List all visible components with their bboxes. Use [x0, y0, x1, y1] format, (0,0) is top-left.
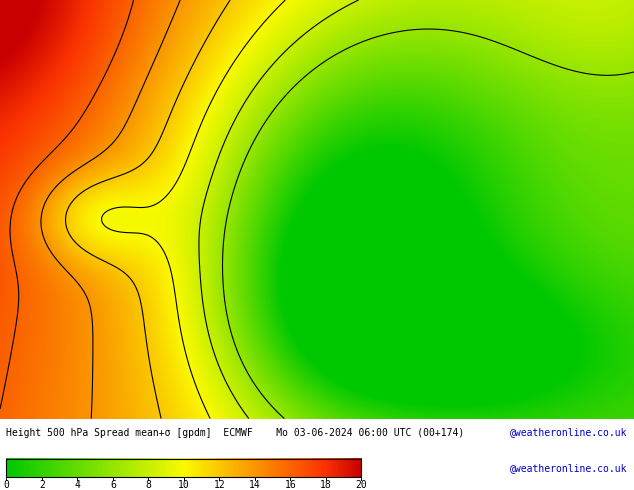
- Text: 12: 12: [214, 481, 225, 490]
- Text: @weatheronline.co.uk: @weatheronline.co.uk: [510, 428, 628, 438]
- Text: 8: 8: [145, 481, 152, 490]
- Bar: [6, 459, 361, 477]
- Text: 2: 2: [39, 481, 45, 490]
- Text: 6: 6: [110, 481, 116, 490]
- Text: @weatheronline.co.uk: @weatheronline.co.uk: [510, 464, 628, 473]
- Text: 10: 10: [178, 481, 190, 490]
- Text: 16: 16: [285, 481, 296, 490]
- Text: 18: 18: [320, 481, 332, 490]
- Text: 14: 14: [249, 481, 261, 490]
- Text: 20: 20: [356, 481, 367, 490]
- Text: Height 500 hPa Spread mean+σ [gpdm]  ECMWF    Mo 03-06-2024 06:00 UTC (00+174): Height 500 hPa Spread mean+σ [gpdm] ECMW…: [6, 428, 465, 438]
- Text: 4: 4: [74, 481, 81, 490]
- Text: 0: 0: [3, 481, 10, 490]
